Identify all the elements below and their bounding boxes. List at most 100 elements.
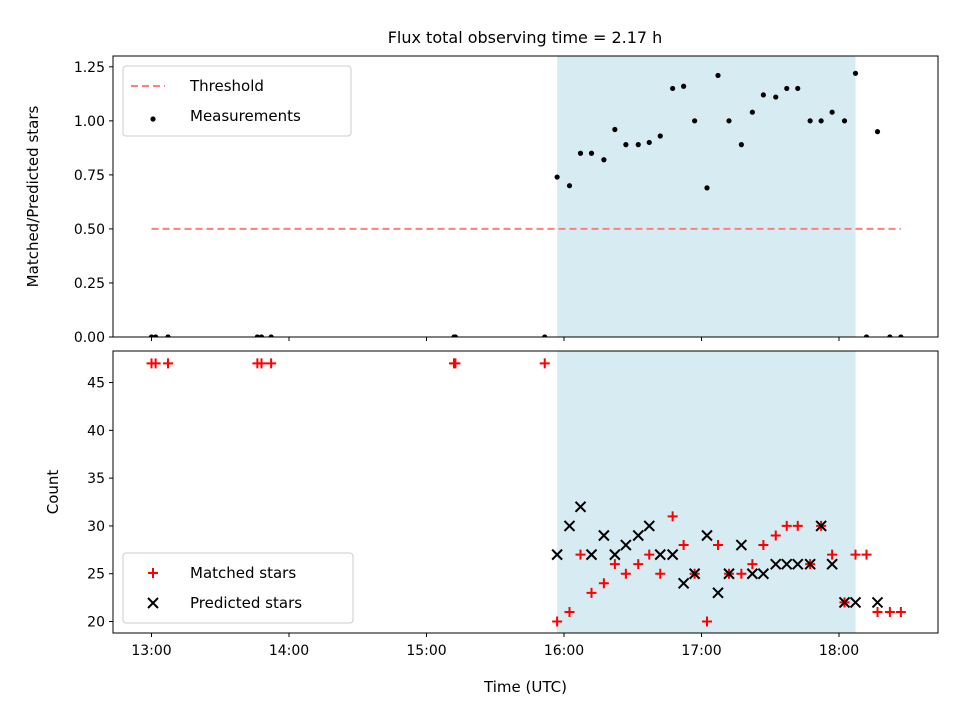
measurement-point	[601, 157, 607, 163]
x-tick-label: 16:00	[544, 643, 584, 659]
observing-interval-shade	[557, 351, 856, 633]
matched-star-point	[872, 606, 883, 617]
series-plus	[146, 358, 906, 627]
series-x	[551, 501, 884, 609]
measurement-point	[635, 142, 641, 148]
predicted-star-point	[551, 548, 563, 561]
y-tick-label: 45	[87, 376, 105, 392]
matched-star-point	[552, 616, 563, 627]
measurement-point	[692, 118, 698, 124]
measurement-point	[657, 133, 663, 139]
predicted-star-point	[757, 568, 770, 580]
measurement-point	[887, 334, 893, 337]
y-tick-label: 25	[87, 567, 105, 583]
measurement-point	[795, 85, 801, 92]
predicted-star-point	[712, 587, 724, 599]
matched-star-point	[633, 559, 644, 570]
predicted-star-point	[735, 539, 748, 551]
measurement-point	[760, 92, 766, 98]
y-axis-label: Matched/Predicted stars	[24, 106, 42, 288]
plot-area	[148, 56, 904, 337]
matched-star-point	[850, 549, 861, 560]
measurement-point	[874, 129, 881, 135]
measurement-point	[153, 334, 159, 337]
matched-star-point	[667, 511, 678, 522]
legend-matched-swatch	[148, 568, 158, 578]
predicted-star-point	[701, 529, 713, 542]
legend-box	[122, 552, 354, 624]
matched-star-point	[736, 568, 747, 579]
axes-frame	[112, 55, 939, 338]
measurement-point	[646, 139, 652, 146]
predicted-star-point	[871, 596, 884, 609]
measurement-point	[452, 334, 458, 337]
y-tick-label: 1.00	[74, 114, 105, 130]
predicted-star-point	[563, 520, 576, 532]
bottom-panel: 20 25 30 35 40 45 13:00 14:00 15:00 16:00 17:00 18:…	[44, 350, 939, 696]
predicted-star-point	[654, 548, 666, 561]
measurement-point	[715, 72, 721, 79]
legend-box	[122, 65, 352, 137]
measurement-point	[818, 118, 824, 124]
matched-star-point	[884, 606, 895, 617]
matched-star-point	[539, 358, 550, 369]
measurement-point	[268, 334, 274, 337]
axes-frame	[112, 350, 939, 634]
measurement-point	[577, 150, 584, 156]
y-tick-label: 1.25	[74, 60, 105, 76]
measurement-point	[898, 334, 904, 337]
matched-star-point	[758, 540, 769, 551]
matched-star-point	[678, 540, 689, 551]
measurement-point	[784, 85, 790, 92]
matched-star-point	[256, 358, 267, 369]
legend: Matched stars Predicted stars	[122, 552, 354, 624]
matched-star-point	[564, 606, 575, 617]
predicted-star-point	[632, 529, 644, 542]
y-tick-label: 0.75	[74, 168, 105, 184]
x-axis-label: Time (UTC)	[483, 678, 567, 696]
matched-star-point	[150, 358, 161, 369]
matched-star-point	[747, 559, 758, 570]
legend-label: Matched stars	[190, 564, 296, 582]
measurement-point	[542, 334, 548, 337]
series-dot	[148, 70, 904, 337]
y-tick-label: 0.00	[74, 330, 105, 346]
predicted-star-point	[609, 548, 621, 561]
predicted-star-point	[746, 568, 759, 580]
measurement-point	[670, 85, 676, 92]
measurement-point	[704, 185, 710, 191]
x-tick-label: 15:00	[406, 643, 446, 659]
y-tick-label: 0.50	[74, 222, 105, 238]
matched-star-point	[781, 520, 792, 531]
measurement-point	[749, 109, 755, 115]
predicted-star-point	[666, 548, 679, 561]
predicted-star-point	[688, 568, 701, 580]
predicted-star-point	[849, 596, 862, 609]
measurement-point	[829, 109, 835, 115]
matched-star-point	[713, 540, 723, 551]
predicted-star-point	[620, 539, 632, 551]
predicted-star-point	[792, 558, 804, 570]
predicted-star-point	[804, 558, 816, 570]
predicted-star-point	[574, 501, 587, 513]
measurement-point	[165, 334, 171, 337]
measurement-point	[681, 83, 687, 89]
predicted-star-point	[723, 568, 735, 580]
measurement-point	[773, 94, 779, 100]
matched-star-point	[655, 568, 666, 579]
measurement-point	[148, 334, 155, 337]
y-tick-label: 20	[87, 615, 105, 631]
y-tick-label: 40	[87, 423, 105, 439]
measurement-point	[623, 142, 629, 148]
matched-star-point	[620, 568, 631, 579]
y-tick-label: 0.25	[74, 276, 105, 292]
predicted-star-point	[677, 577, 690, 589]
y-tick-label: 35	[87, 471, 105, 487]
measurement-point	[554, 174, 560, 180]
x-tick-label: 13:00	[131, 643, 171, 659]
predicted-star-point	[598, 529, 610, 542]
top-panel: 0.00 0.25 0.50 0.75 1.00 1.25 Matched/Predicte…	[24, 55, 939, 346]
matched-star-point	[895, 606, 906, 617]
x-tick-label: 18:00	[819, 643, 859, 659]
